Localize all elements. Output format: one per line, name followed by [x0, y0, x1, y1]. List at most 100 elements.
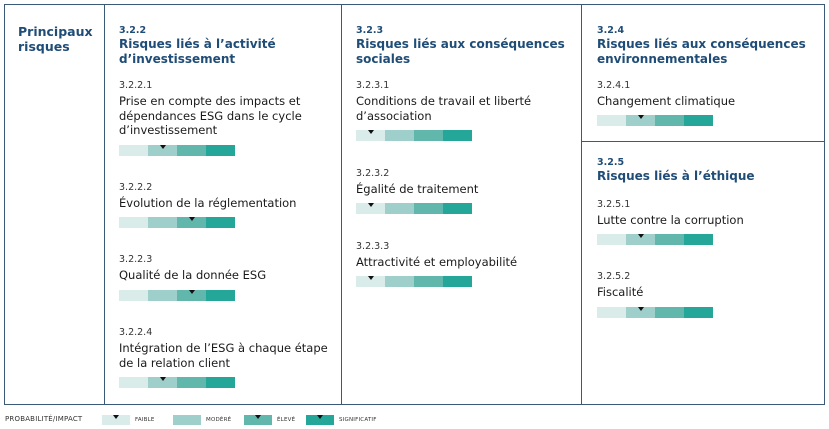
- risk-item: 3.2.5.2 Fiscalité: [597, 271, 817, 300]
- scale-segment-significatif: [684, 234, 713, 245]
- section-title: Risques liés aux conséquences environnem…: [597, 37, 806, 66]
- scale-segment-significatif: [443, 276, 472, 287]
- side-title: Principaux risques: [18, 24, 93, 54]
- level-marker-icon: [637, 115, 644, 119]
- risk-scale: [119, 145, 235, 156]
- risk-item: 3.2.2.3 Qualité de la donnée ESG: [119, 254, 334, 283]
- section-3-2-3: 3.2.3 Risques liés aux conséquences soci…: [356, 25, 576, 66]
- scale-segment-eleve: [177, 377, 206, 388]
- level-marker-icon: [637, 234, 644, 238]
- section-3-2-2: 3.2.2 Risques liés à l’activité d’invest…: [119, 25, 334, 66]
- section-title: Risques liés aux conséquences sociales: [356, 37, 565, 66]
- level-marker-icon: [367, 130, 374, 134]
- legend-swatch: [173, 415, 201, 425]
- scale-segment-eleve: [177, 145, 206, 156]
- legend-swatch: [306, 415, 334, 425]
- risk-item: 3.2.2.1 Prise en compte des impacts et d…: [119, 80, 334, 138]
- section-title: Risques liés à l’activité d’investisseme…: [119, 37, 276, 66]
- risk-item: 3.2.2.2 Évolution de la réglementation: [119, 182, 334, 211]
- level-marker-icon: [637, 307, 644, 311]
- risk-title: Fiscalité: [597, 285, 644, 299]
- risk-item: 3.2.5.1 Lutte contre la corruption: [597, 199, 817, 228]
- risk-number: 3.2.5.2: [597, 271, 631, 282]
- risk-title: Attractivité et employabilité: [356, 255, 518, 269]
- column-divider: [104, 4, 105, 405]
- level-marker-icon: [188, 217, 195, 221]
- scale-segment-significatif: [206, 290, 235, 301]
- risk-item: 3.2.2.4 Intégration de l’ESG à chaque ét…: [119, 327, 334, 370]
- risk-number: 3.2.3.2: [356, 168, 390, 179]
- risk-title: Prise en compte des impacts et dépendanc…: [119, 94, 302, 137]
- risk-title: Qualité de la donnée ESG: [119, 268, 267, 282]
- section-number: 3.2.2: [119, 25, 147, 36]
- scale-segment-eleve: [414, 276, 443, 287]
- section-title: Risques liés à l’éthique: [597, 169, 755, 183]
- risk-number: 3.2.2.2: [119, 182, 153, 193]
- risk-number: 3.2.2.1: [119, 80, 153, 91]
- scale-segment-significatif: [443, 203, 472, 214]
- risk-title: Intégration de l’ESG à chaque étape de l…: [119, 341, 328, 370]
- risk-scale: [597, 234, 713, 245]
- risk-number: 3.2.5.1: [597, 199, 631, 210]
- scale-segment-significatif: [206, 145, 235, 156]
- scale-segment-modere: [148, 217, 177, 228]
- scale-segment-faible: [119, 217, 148, 228]
- scale-segment-eleve: [177, 217, 206, 228]
- risk-scale: [119, 217, 235, 228]
- scale-segment-faible: [597, 307, 626, 318]
- risk-scale: [597, 307, 713, 318]
- risk-number: 3.2.2.3: [119, 254, 153, 265]
- risk-item: 3.2.3.1 Conditions de travail et liberté…: [356, 80, 576, 123]
- legend-swatch: [244, 415, 272, 425]
- risk-number: 3.2.4.1: [597, 80, 631, 91]
- scale-segment-faible: [597, 115, 626, 126]
- risk-item: 3.2.3.2 Égalité de traitement: [356, 168, 576, 197]
- legend: PROBABILITÉ/IMPACT FAIBLE MODÉRÉ ÉLEVÉ S…: [0, 414, 829, 428]
- level-marker-icon: [367, 276, 374, 280]
- scale-segment-faible: [597, 234, 626, 245]
- risk-item: 3.2.4.1 Changement climatique: [597, 80, 817, 109]
- legend-text: FAIBLE: [135, 417, 155, 423]
- scale-segment-modere: [385, 203, 414, 214]
- risk-scale: [356, 276, 472, 287]
- level-marker-icon: [113, 415, 119, 419]
- scale-segment-faible: [119, 290, 148, 301]
- level-marker-icon: [159, 145, 166, 149]
- legend-text: ÉLEVÉ: [277, 417, 296, 423]
- risk-table-frame: [4, 4, 825, 405]
- scale-segment-eleve: [655, 307, 684, 318]
- scale-segment-significatif: [684, 307, 713, 318]
- scale-segment-significatif: [206, 217, 235, 228]
- scale-segment-faible: [356, 130, 385, 141]
- risk-scale: [356, 130, 472, 141]
- section-3-2-5: 3.2.5 Risques liés à l’éthique: [597, 157, 817, 184]
- risk-item: 3.2.3.3 Attractivité et employabilité: [356, 241, 576, 270]
- level-marker-icon: [159, 377, 166, 381]
- scale-segment-eleve: [414, 130, 443, 141]
- column-divider: [341, 4, 342, 405]
- scale-segment-significatif: [206, 377, 235, 388]
- scale-segment-modere: [626, 307, 655, 318]
- scale-segment-faible: [356, 203, 385, 214]
- column-divider: [581, 4, 582, 405]
- level-marker-icon: [188, 290, 195, 294]
- scale-segment-modere: [148, 377, 177, 388]
- risk-scale: [119, 377, 235, 388]
- scale-segment-faible: [119, 377, 148, 388]
- risk-number: 3.2.3.3: [356, 241, 390, 252]
- scale-segment-eleve: [655, 115, 684, 126]
- risk-scale: [597, 115, 713, 126]
- risk-number: 3.2.3.1: [356, 80, 390, 91]
- scale-segment-eleve: [414, 203, 443, 214]
- risk-title: Égalité de traitement: [356, 182, 479, 196]
- level-marker-icon: [367, 203, 374, 207]
- scale-segment-modere: [626, 115, 655, 126]
- level-marker-icon: [255, 415, 261, 419]
- scale-segment-significatif: [684, 115, 713, 126]
- scale-segment-modere: [148, 290, 177, 301]
- risk-title: Changement climatique: [597, 94, 736, 108]
- section-number: 3.2.3: [356, 25, 384, 36]
- scale-segment-modere: [626, 234, 655, 245]
- legend-text: MODÉRÉ: [206, 417, 232, 423]
- section-number: 3.2.4: [597, 25, 625, 36]
